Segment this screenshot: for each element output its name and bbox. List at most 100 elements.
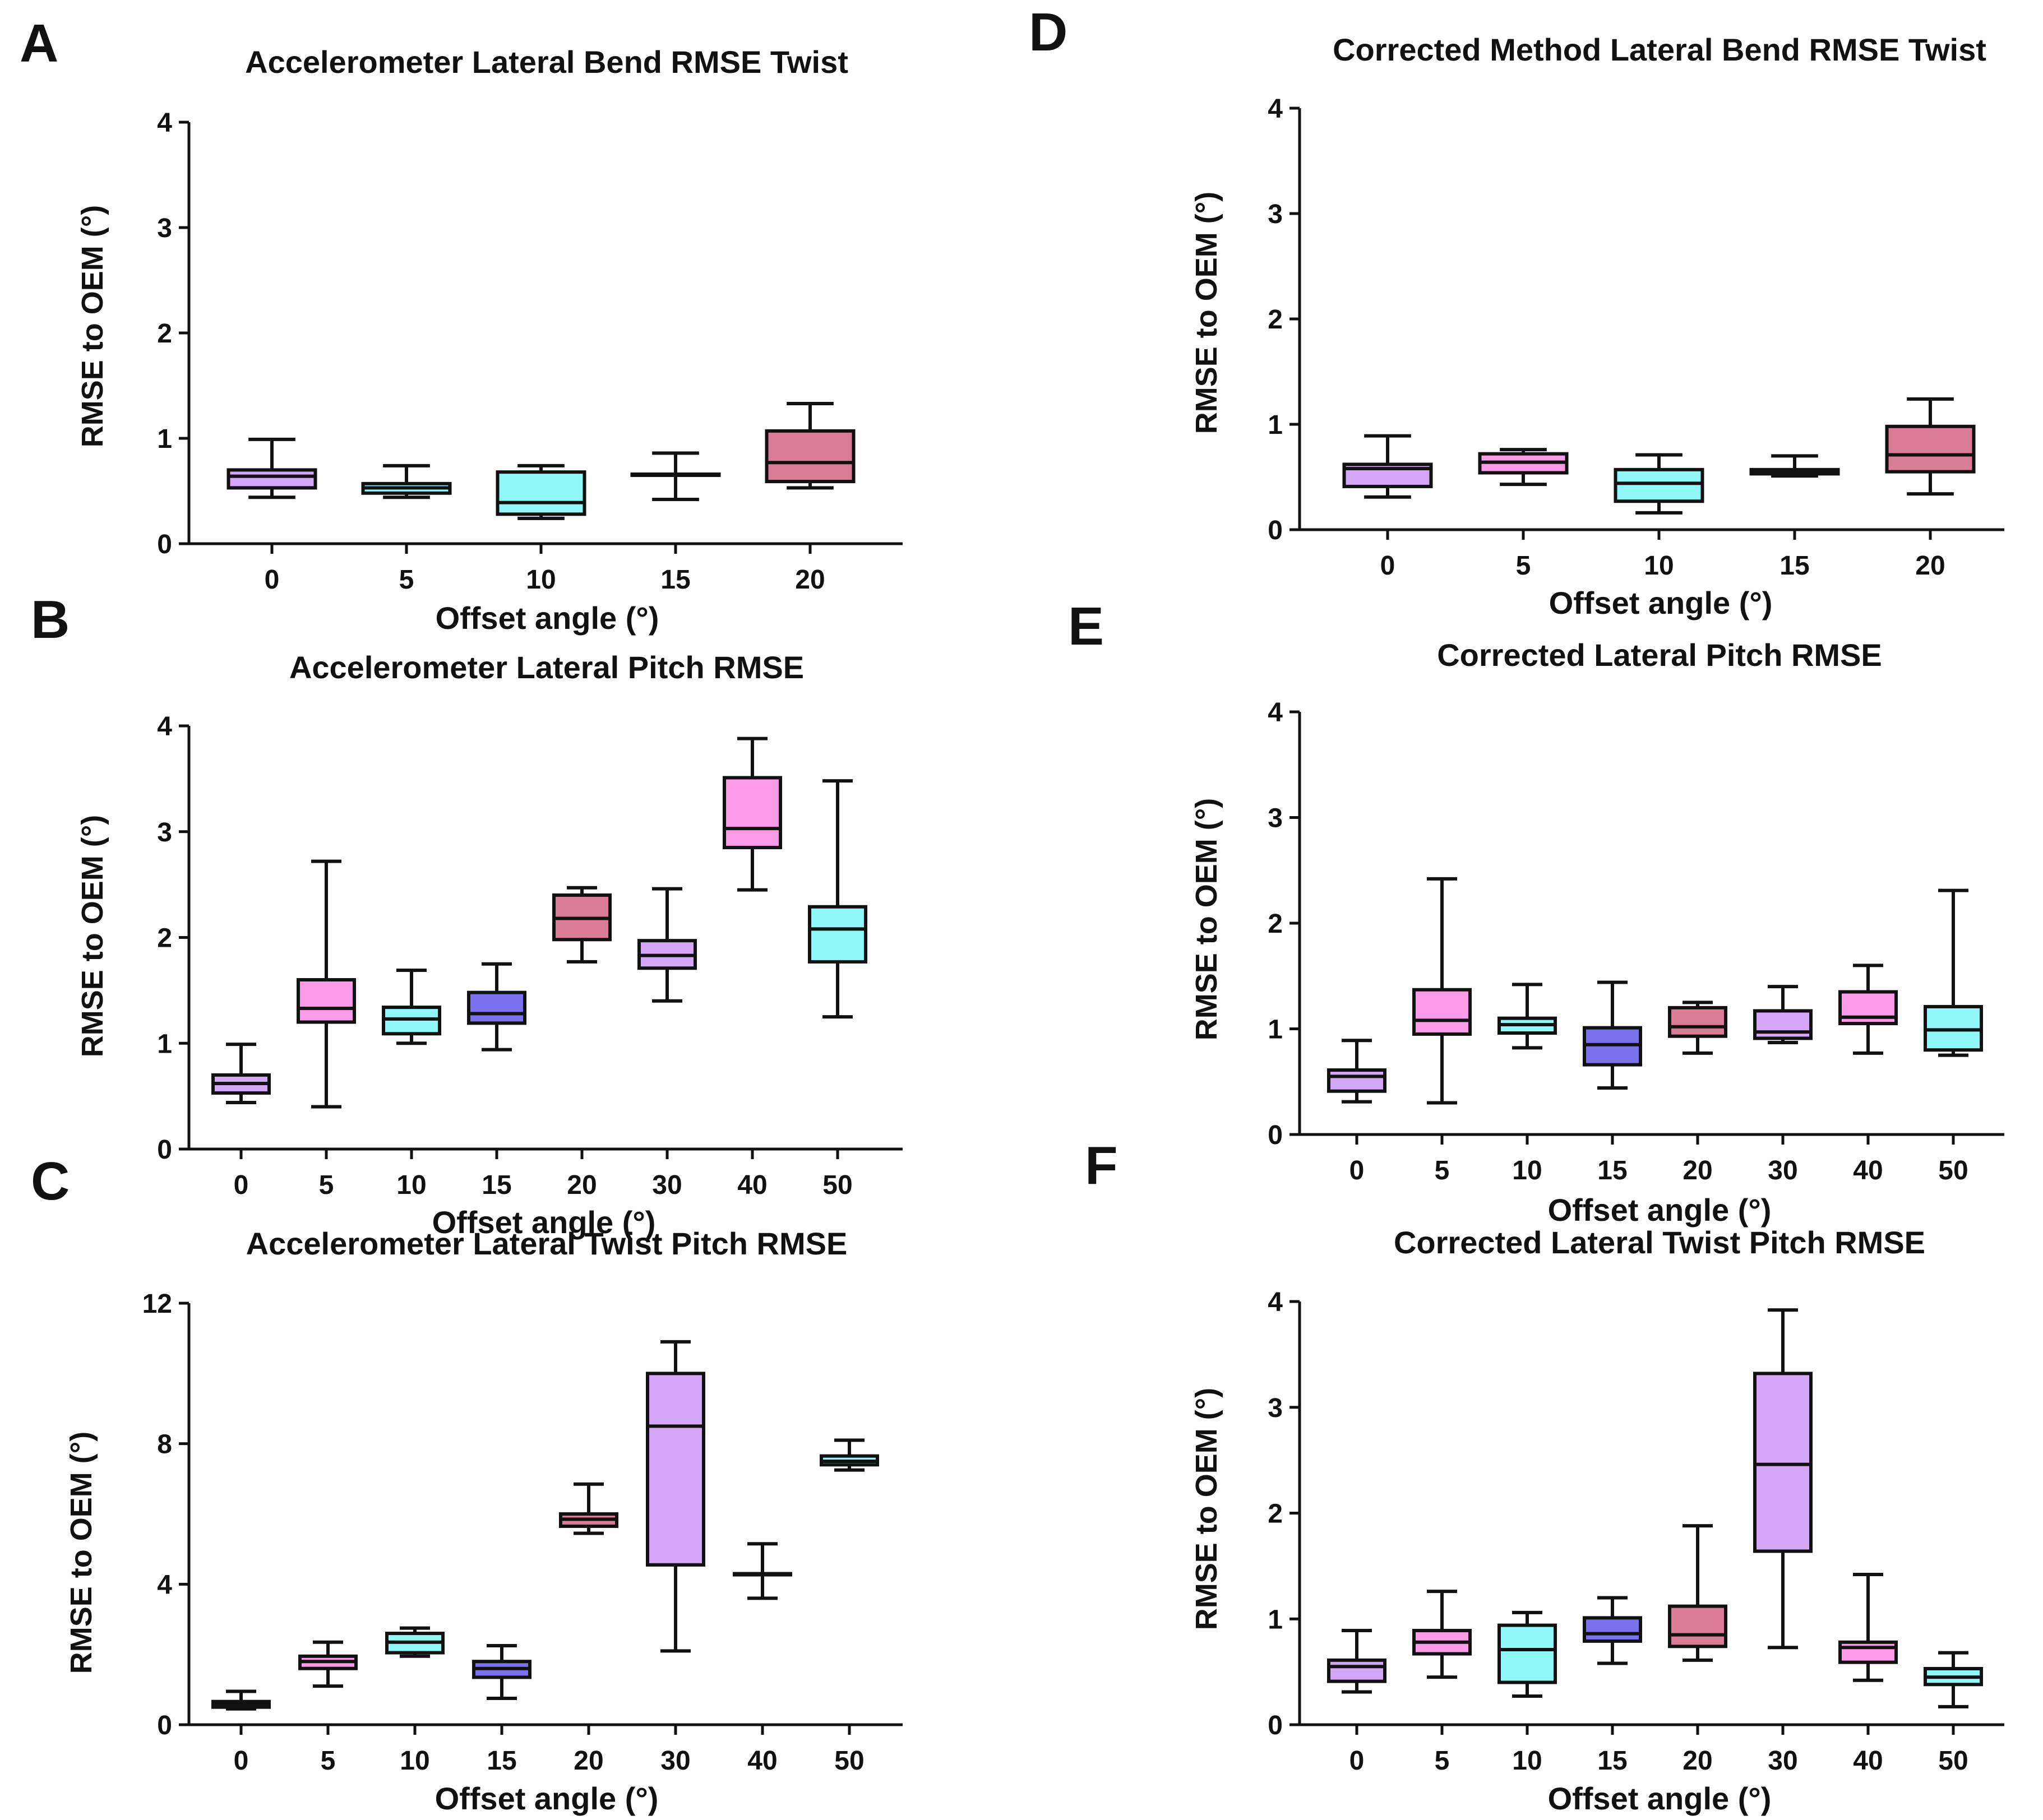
panel-f-box-40 <box>1838 1572 1898 1682</box>
box-iqr <box>1838 1640 1898 1664</box>
panel-b-x-tick-label: 10 <box>396 1170 426 1200</box>
panel-c-y-tick-label: 8 <box>157 1430 172 1460</box>
panel-c-x-tick-label: 10 <box>400 1746 429 1776</box>
panel-b-x-tick-label: 15 <box>482 1170 511 1200</box>
panel-f-y-tick-label: 1 <box>1268 1605 1283 1634</box>
box-iqr <box>227 468 317 490</box>
box-iqr <box>765 429 856 484</box>
panel-c-title: Accelerometer Lateral Twist Pitch RMSE <box>246 1226 848 1261</box>
box-iqr <box>1668 1006 1727 1038</box>
panel-letter-a: A <box>20 13 58 73</box>
box-iqr <box>1327 1068 1386 1093</box>
panel-e-x-tick-label: 20 <box>1683 1156 1712 1185</box>
panel-d-y-tick-label: 0 <box>1268 516 1283 545</box>
panel-f-x-tick-label: 5 <box>1435 1746 1450 1776</box>
box-iqr <box>723 776 782 850</box>
panel-d-x-tick-label: 15 <box>1779 551 1809 581</box>
panel-e-y-tick-label: 0 <box>1268 1120 1283 1150</box>
panel-b-x-tick-label: 50 <box>822 1170 852 1200</box>
panel-d: D Corrected Method Lateral Bend RMSE Twi… <box>1029 2 2004 620</box>
box-iqr <box>646 1372 705 1567</box>
panel-e-box-50 <box>1924 888 1983 1057</box>
panel-c-y-tick-label: 4 <box>157 1570 172 1600</box>
panel-b-x-tick-label: 20 <box>567 1170 597 1200</box>
panel-f-y-tick-label: 2 <box>1268 1499 1283 1529</box>
panel-c-x-tick-label: 30 <box>660 1746 690 1776</box>
panel-a-y-tick-label: 4 <box>157 108 172 138</box>
panel-b-ylabel: RMSE to OEM (°) <box>76 815 109 1058</box>
panel-e-title: Corrected Lateral Pitch RMSE <box>1437 637 1882 673</box>
panel-d-x-tick-label: 5 <box>1516 551 1531 581</box>
panel-a-x-tick-label: 15 <box>660 565 690 595</box>
panel-b-title: Accelerometer Lateral Pitch RMSE <box>289 650 804 685</box>
panel-e-xlabel: Offset angle (°) <box>1548 1192 1772 1228</box>
box-iqr <box>1497 1623 1557 1684</box>
panel-letter-d: D <box>1029 2 1067 62</box>
panel-b: B Accelerometer Lateral Pitch RMSE RMSE … <box>31 590 903 1240</box>
panel-c-box-5 <box>298 1640 358 1688</box>
panel-f-x-tick-label: 15 <box>1597 1746 1627 1776</box>
panel-e: E Corrected Lateral Pitch RMSE RMSE to O… <box>1068 596 2004 1228</box>
panel-d-x-tick-label: 20 <box>1915 551 1945 581</box>
panel-f-box-15 <box>1583 1596 1642 1665</box>
panel-letter-b: B <box>31 590 70 650</box>
panel-e-box-30 <box>1753 985 1813 1045</box>
panel-f-x-tick-label: 50 <box>1938 1746 1968 1776</box>
panel-f-xlabel: Offset angle (°) <box>1548 1781 1772 1816</box>
panel-d-box-15 <box>1749 454 1840 478</box>
panel-a-xlabel: Offset angle (°) <box>436 600 659 636</box>
panel-b-box-40 <box>723 737 782 892</box>
box-iqr <box>1668 1604 1727 1648</box>
panel-e-x-tick-label: 15 <box>1597 1156 1627 1185</box>
panel-b-box-20 <box>552 886 612 964</box>
panel-f-ylabel: RMSE to OEM (°) <box>1190 1388 1223 1631</box>
panel-b-y-tick-label: 0 <box>157 1135 172 1165</box>
panel-e-y-tick-label: 3 <box>1268 804 1283 833</box>
panel-a-x-tick-label: 10 <box>526 565 556 595</box>
panel-b-box-50 <box>808 779 867 1019</box>
panel-e-x-tick-label: 40 <box>1853 1156 1883 1185</box>
panel-e-y-tick-label: 2 <box>1268 909 1283 939</box>
panel-c-x-tick-label: 40 <box>747 1746 777 1776</box>
panel-c-y-tick-label: 12 <box>142 1289 172 1319</box>
panel-a-y-tick-label: 0 <box>157 530 172 559</box>
panel-letter-c: C <box>31 1151 70 1211</box>
panel-f-x-tick-label: 10 <box>1512 1746 1542 1776</box>
panel-e-x-tick-label: 10 <box>1512 1156 1542 1185</box>
panel-b-y-tick-label: 2 <box>157 924 172 953</box>
box-iqr <box>1583 1616 1642 1643</box>
panel-d-ylabel: RMSE to OEM (°) <box>1190 192 1223 434</box>
panel-d-box-10 <box>1614 453 1704 515</box>
panel-b-x-tick-label: 30 <box>652 1170 682 1200</box>
panel-f-box-50 <box>1924 1651 1983 1708</box>
panel-e-x-tick-label: 30 <box>1768 1156 1797 1185</box>
panel-a-ylabel: RMSE to OEM (°) <box>76 205 109 448</box>
panel-f-box-0 <box>1327 1629 1386 1694</box>
panel-d-title: Corrected Method Lateral Bend RMSE Twist <box>1333 32 1986 67</box>
panel-a: A Accelerometer Lateral Bend RMSE Twist … <box>20 13 903 636</box>
panel-c: C Accelerometer Lateral Twist Pitch RMSE… <box>31 1151 903 1816</box>
panel-b-xlabel: Offset angle (°) <box>432 1205 656 1240</box>
panel-a-box-5 <box>361 464 452 499</box>
panel-letter-e: E <box>1068 596 1104 656</box>
box-iqr <box>808 905 867 964</box>
panel-d-box-20 <box>1885 397 1976 496</box>
panel-c-x-tick-label: 20 <box>574 1746 603 1776</box>
panel-a-y-tick-label: 2 <box>157 319 172 349</box>
panel-e-box-20 <box>1668 1001 1727 1055</box>
panel-c-box-30 <box>646 1340 705 1653</box>
box-iqr <box>1327 1658 1386 1683</box>
panel-f-box-30 <box>1753 1308 1813 1650</box>
panel-a-y-tick-label: 1 <box>157 424 172 454</box>
panel-d-xlabel: Offset angle (°) <box>1549 585 1773 620</box>
panel-a-x-tick-label: 20 <box>795 565 825 595</box>
panel-c-box-15 <box>472 1644 531 1700</box>
box-iqr <box>496 470 586 516</box>
panel-e-box-40 <box>1838 964 1898 1055</box>
panel-letter-f: F <box>1085 1136 1118 1196</box>
panel-e-y-tick-label: 1 <box>1268 1015 1283 1045</box>
panel-b-box-5 <box>297 859 356 1109</box>
panel-f-box-10 <box>1497 1610 1557 1698</box>
panel-c-box-40 <box>733 1542 792 1600</box>
